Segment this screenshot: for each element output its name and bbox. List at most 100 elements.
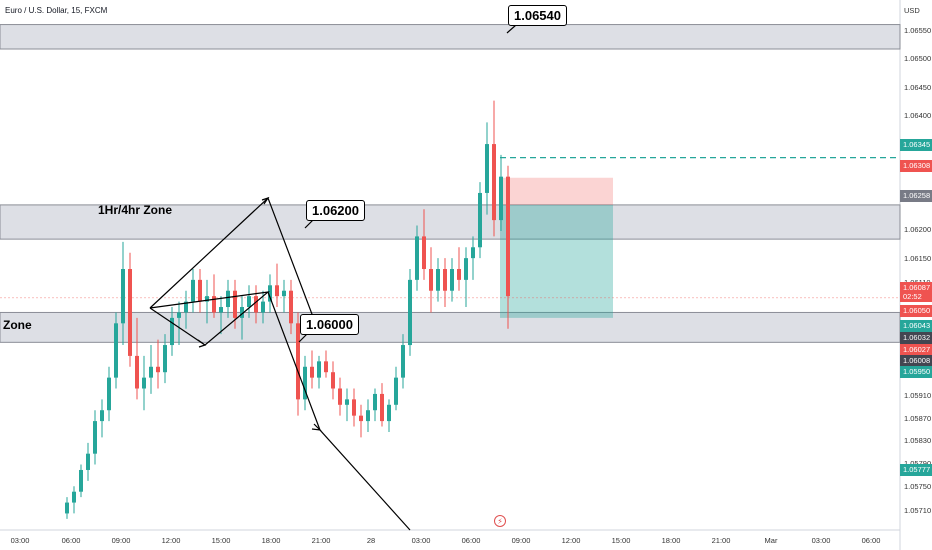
- price-tag: 1.06032: [900, 332, 932, 344]
- candle-body: [429, 269, 433, 291]
- time-axis-label: 15:00: [611, 536, 631, 545]
- candle-body: [275, 285, 279, 297]
- candle-body: [296, 323, 300, 400]
- time-axis-label: Mar: [764, 536, 778, 545]
- candle-body: [240, 307, 244, 318]
- candle-body: [163, 345, 167, 373]
- price-tag: 1.06258: [900, 190, 932, 202]
- price-axis-label: 1.06400: [904, 111, 932, 120]
- candle-body: [471, 247, 475, 259]
- candle-body: [422, 236, 426, 269]
- candle-body: [107, 377, 111, 411]
- price-axis-label: 1.06500: [904, 54, 932, 63]
- candle-body: [506, 176, 510, 297]
- candle-body: [303, 366, 307, 400]
- candle-body: [282, 290, 286, 297]
- candle-body: [219, 307, 223, 313]
- time-axis-label: 15:00: [211, 536, 231, 545]
- zone-0: [0, 24, 901, 50]
- candle-body: [492, 144, 496, 221]
- candle-body: [415, 236, 419, 280]
- time-axis-label: 21:00: [711, 536, 731, 545]
- candle-body: [128, 269, 132, 356]
- time-axis-label: 06:00: [861, 536, 881, 545]
- candle-body: [499, 176, 503, 221]
- candle-body: [408, 279, 412, 346]
- candle-body: [247, 296, 251, 308]
- arrow-head-4: [311, 423, 322, 431]
- time-axis-label: 12:00: [161, 536, 181, 545]
- candle-body: [79, 469, 83, 492]
- candle-body: [65, 502, 69, 514]
- candle-body: [226, 290, 230, 308]
- candle-body: [338, 388, 342, 405]
- candle-body: [93, 421, 97, 454]
- price-tag: 1.06008: [900, 355, 932, 367]
- candle-body: [317, 361, 321, 378]
- candle-body: [359, 415, 363, 422]
- candle-body: [184, 301, 188, 313]
- candle-body: [198, 279, 202, 302]
- price-axis-label: 1.05710: [904, 506, 932, 515]
- zone-top-callout[interactable]: 1.06540: [508, 5, 567, 26]
- candle-body: [142, 377, 146, 389]
- price-tag: 1.05777: [900, 464, 932, 476]
- time-axis-label: 06:00: [61, 536, 81, 545]
- candle-body: [233, 290, 237, 318]
- time-axis-label: 18:00: [661, 536, 681, 545]
- price-tag: 1.06345: [900, 139, 932, 151]
- candle-body: [310, 366, 314, 378]
- price-tag: 1.06087 02:52: [900, 282, 932, 302]
- candle-body: [191, 279, 195, 302]
- time-axis-label: 18:00: [261, 536, 281, 545]
- callout-pointer-top: [506, 24, 517, 34]
- zone-2: [0, 311, 901, 343]
- price-tag: 1.05950: [900, 366, 932, 378]
- time-axis-label: 03:00: [811, 536, 831, 545]
- candle-body: [345, 399, 349, 405]
- time-axis-label: 09:00: [111, 536, 131, 545]
- price-tag: 1.06308: [900, 160, 932, 172]
- time-axis-label: 03:00: [411, 536, 431, 545]
- candle-body: [485, 144, 489, 193]
- candle-body: [205, 296, 209, 302]
- symbol-title[interactable]: Euro / U.S. Dollar, 15, FXCM: [5, 6, 108, 15]
- price-tag: 1.06050: [900, 305, 932, 317]
- arrow-head-3: [197, 339, 207, 348]
- candle-body: [450, 269, 454, 291]
- candle-body: [100, 410, 104, 422]
- candle-body: [177, 312, 181, 318]
- candle-body: [86, 453, 90, 470]
- candle-body: [401, 345, 405, 378]
- candle-body: [261, 301, 265, 313]
- candle-body: [380, 393, 384, 422]
- price-axis-label: 1.06200: [904, 225, 932, 234]
- candle-body: [170, 317, 174, 346]
- price-tag: 1.06043: [900, 320, 932, 332]
- candle-body: [135, 355, 139, 389]
- price-axis-label: 1.05750: [904, 482, 932, 491]
- zone-1: [0, 204, 901, 240]
- zone-low-callout[interactable]: 1.06000: [300, 314, 359, 335]
- time-axis-label: 06:00: [461, 536, 481, 545]
- candle-body: [121, 269, 125, 324]
- take-profit-box: [500, 204, 613, 318]
- price-axis-label: 1.05910: [904, 391, 932, 400]
- zone-mid-text: 1Hr/4hr Zone: [98, 203, 173, 217]
- candle-body: [268, 285, 272, 302]
- candle-body: [373, 393, 377, 411]
- time-axis-label: 21:00: [311, 536, 331, 545]
- price-axis-label: 1.06450: [904, 83, 932, 92]
- candle-body: [457, 269, 461, 280]
- zone-mid-callout[interactable]: 1.06200: [306, 200, 365, 221]
- time-axis-label: 03:00: [10, 536, 30, 545]
- candle-body: [149, 366, 153, 378]
- price-tag: 1.06027: [900, 344, 932, 356]
- flash-icon[interactable]: ⚡: [494, 515, 506, 527]
- candle-body: [366, 410, 370, 422]
- candle-body: [331, 372, 335, 389]
- candle-body: [387, 404, 391, 422]
- candle-body: [254, 296, 258, 313]
- candle-body: [352, 399, 356, 416]
